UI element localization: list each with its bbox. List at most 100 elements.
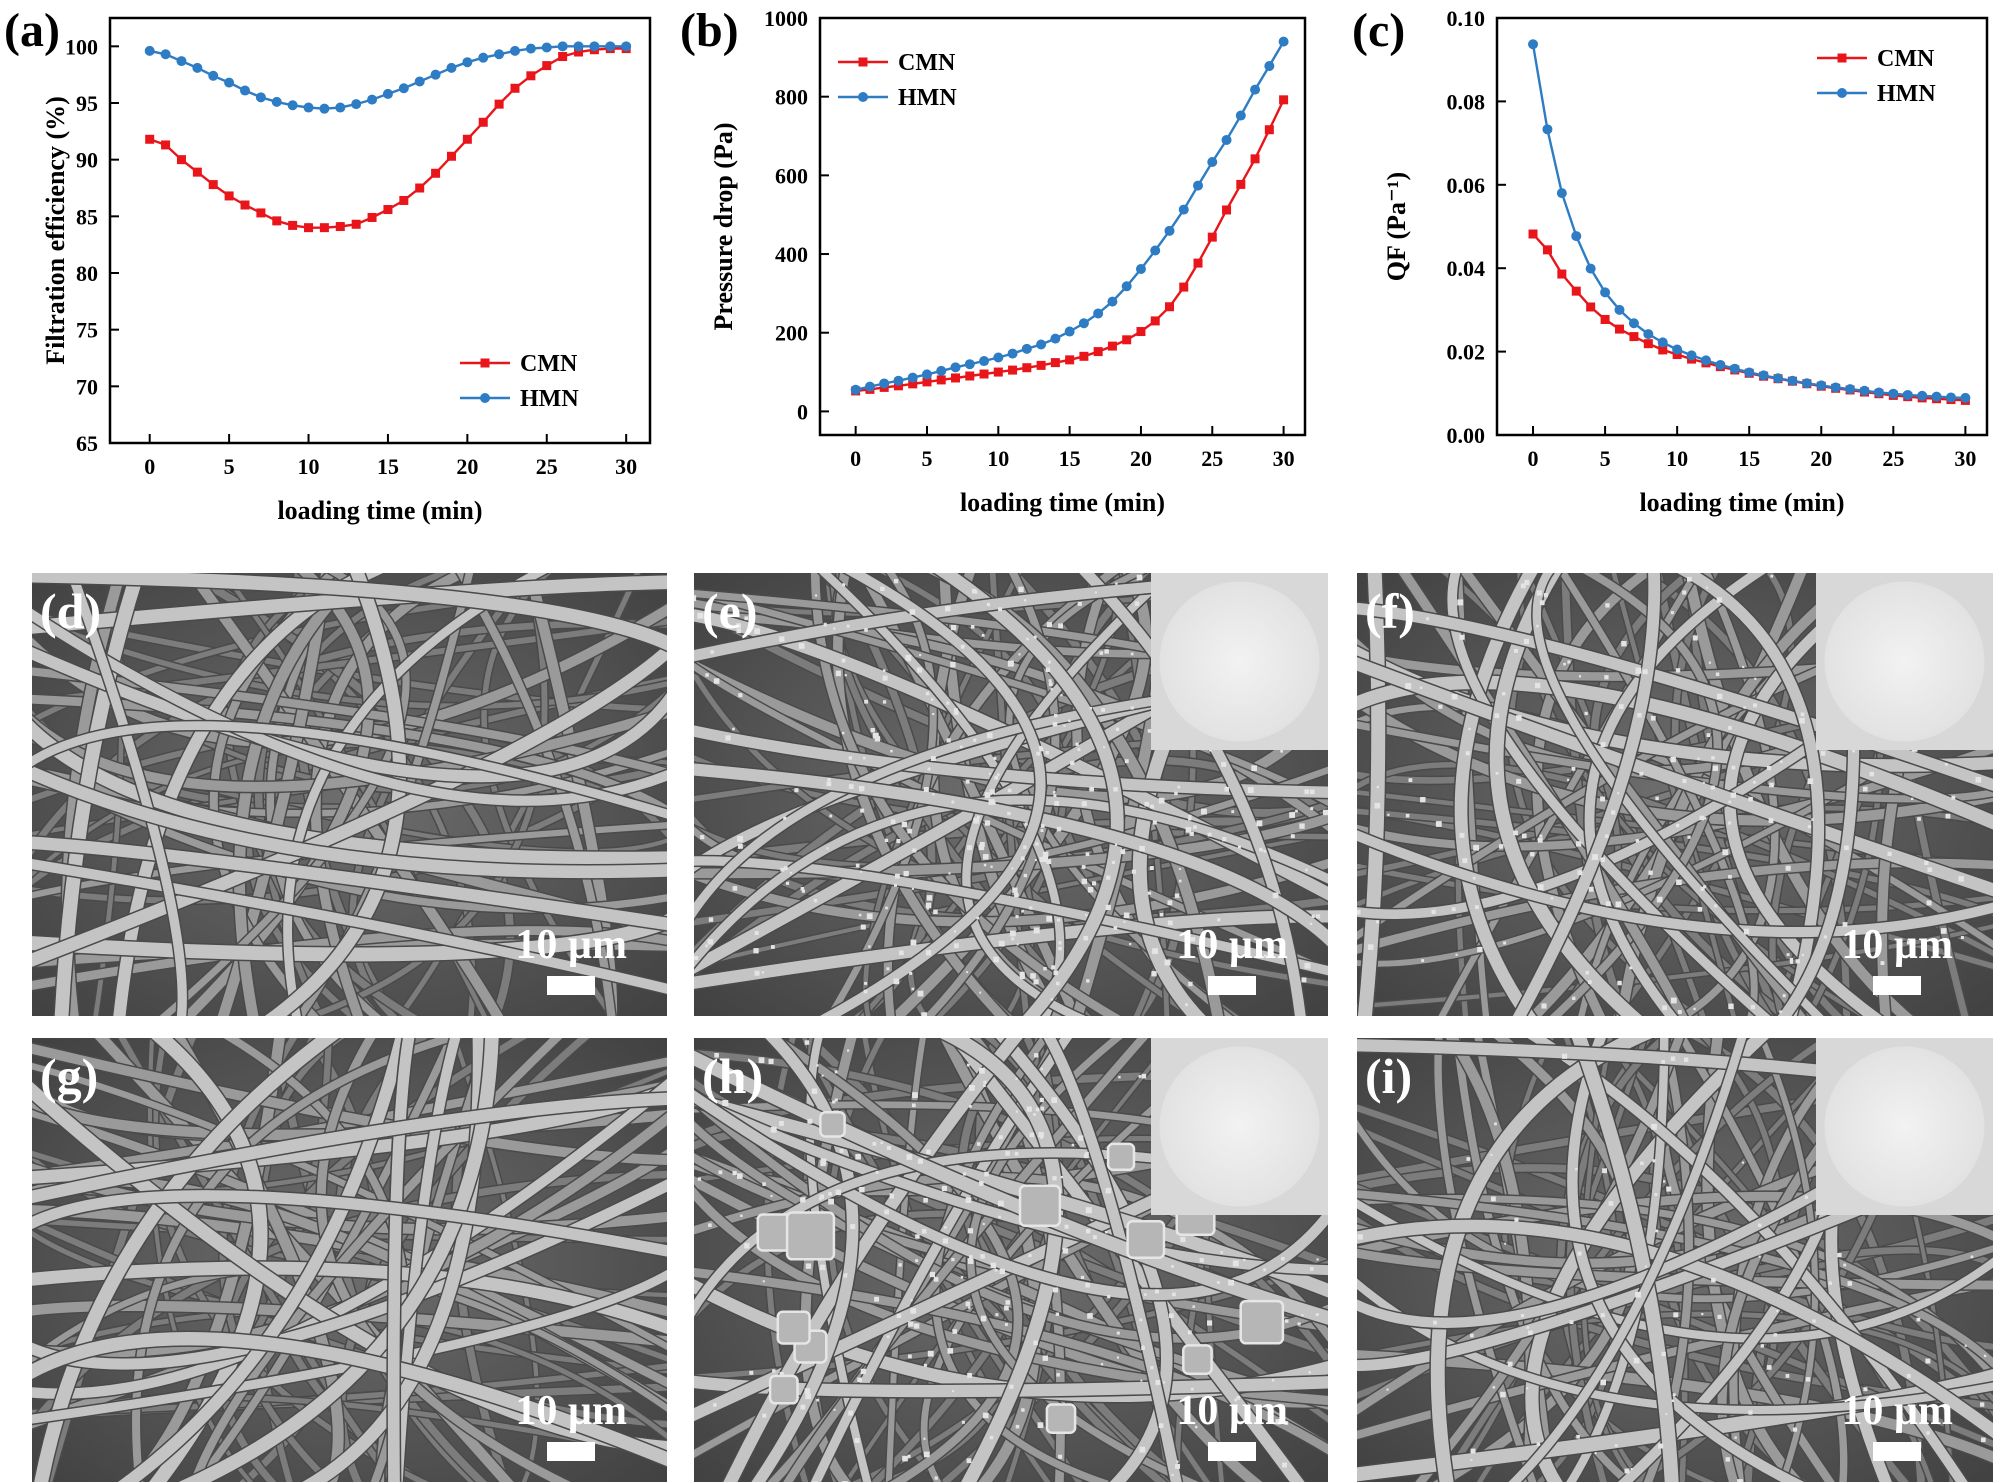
fiber	[32, 646, 667, 783]
particle	[952, 1390, 955, 1393]
data-point	[893, 381, 903, 391]
sem-grid: (d) 10 µm (e) 10 µm (f) 10 µm (g) 10 µm (h) 10 µm…	[32, 533, 1993, 1482]
x-axis-label: loading time (min)	[960, 488, 1165, 517]
data-point	[1542, 124, 1553, 135]
particle	[1811, 818, 1814, 821]
y-tick-label: 0.06	[1447, 173, 1486, 198]
particle	[1147, 729, 1152, 733]
particle	[915, 1234, 920, 1239]
particle	[1543, 593, 1548, 598]
particle	[855, 863, 860, 868]
particle	[1033, 1113, 1036, 1116]
particle	[700, 835, 705, 840]
data-point	[160, 49, 171, 60]
particle	[1799, 717, 1805, 724]
data-point	[192, 62, 203, 73]
chart-c: (c) 0 5 10 15 20 25 30 0.00 0.02 0.04 0.06 0.08 0.10 l…	[1352, 4, 1989, 517]
x-tick-label: 25	[1882, 446, 1904, 471]
data-point	[1643, 329, 1654, 340]
fiber	[694, 856, 1328, 976]
particle	[1195, 1425, 1198, 1429]
legend-marker	[1837, 53, 1847, 63]
particle	[886, 1335, 890, 1339]
particle	[1021, 1408, 1025, 1412]
particle	[1785, 1374, 1790, 1378]
y-axis-label: QF (Pa⁻¹)	[1382, 172, 1411, 281]
data-point	[1036, 360, 1046, 370]
x-tick-label: 30	[615, 454, 637, 479]
particle	[1435, 821, 1442, 827]
particle	[827, 777, 831, 782]
particle	[1280, 749, 1283, 753]
particle	[946, 738, 951, 743]
particle	[835, 1189, 842, 1196]
data-point	[1629, 332, 1639, 342]
particle	[986, 602, 991, 607]
particle	[687, 1093, 690, 1096]
particle	[895, 873, 900, 879]
particle	[951, 1258, 955, 1262]
particle	[965, 1301, 971, 1307]
data-point	[1222, 205, 1232, 215]
particle	[1151, 971, 1157, 977]
particle	[961, 1420, 965, 1424]
particle	[1924, 860, 1929, 865]
particle	[1285, 1319, 1289, 1323]
data-point	[1585, 263, 1596, 274]
particle	[917, 1158, 923, 1164]
particle	[1927, 867, 1933, 872]
particle	[1033, 1340, 1038, 1346]
particle	[783, 816, 787, 820]
particle	[722, 1100, 729, 1106]
particle	[930, 698, 934, 701]
particle	[951, 800, 955, 804]
y-tick-label: 400	[775, 242, 808, 267]
particle	[779, 1371, 784, 1377]
particle	[1535, 682, 1541, 689]
data-point	[1107, 341, 1117, 351]
y-axis-label: Pressure drop (Pa)	[709, 123, 738, 331]
particle	[857, 1377, 862, 1383]
particle	[1605, 603, 1610, 608]
particle	[1687, 835, 1691, 839]
particle	[842, 583, 846, 587]
scale-bar	[547, 1442, 595, 1461]
data-point	[1264, 125, 1274, 135]
data-point	[176, 155, 186, 165]
particle	[1748, 1410, 1753, 1415]
particle	[1264, 1021, 1267, 1024]
particle	[1608, 1201, 1614, 1206]
particle	[1124, 759, 1129, 764]
particle	[953, 930, 956, 933]
particle	[1351, 653, 1355, 657]
fiber	[1512, 573, 1661, 1016]
particle	[1687, 576, 1692, 582]
particle	[1021, 909, 1024, 913]
particle	[1782, 994, 1786, 998]
particle	[1086, 979, 1090, 983]
particle	[1033, 635, 1037, 639]
data-point	[478, 52, 489, 63]
fiber	[524, 573, 618, 1016]
y-tick-label: 100	[65, 34, 98, 59]
particle	[845, 1033, 849, 1037]
particle	[891, 533, 895, 537]
data-point	[922, 377, 932, 387]
particle	[1675, 668, 1681, 673]
particle	[910, 939, 917, 946]
particle	[1041, 824, 1045, 828]
data-point	[192, 167, 202, 177]
particle	[1457, 599, 1464, 606]
particle	[1167, 900, 1173, 906]
particle	[1023, 873, 1027, 878]
particle	[912, 848, 917, 853]
particle	[798, 643, 805, 649]
fiber	[1527, 1038, 1968, 1482]
x-tick-label: 5	[1600, 446, 1611, 471]
particle	[785, 535, 791, 541]
particle	[884, 838, 889, 842]
particle	[1795, 959, 1800, 964]
particle	[1470, 1459, 1473, 1462]
particle	[966, 1029, 970, 1033]
particle	[1577, 870, 1583, 876]
